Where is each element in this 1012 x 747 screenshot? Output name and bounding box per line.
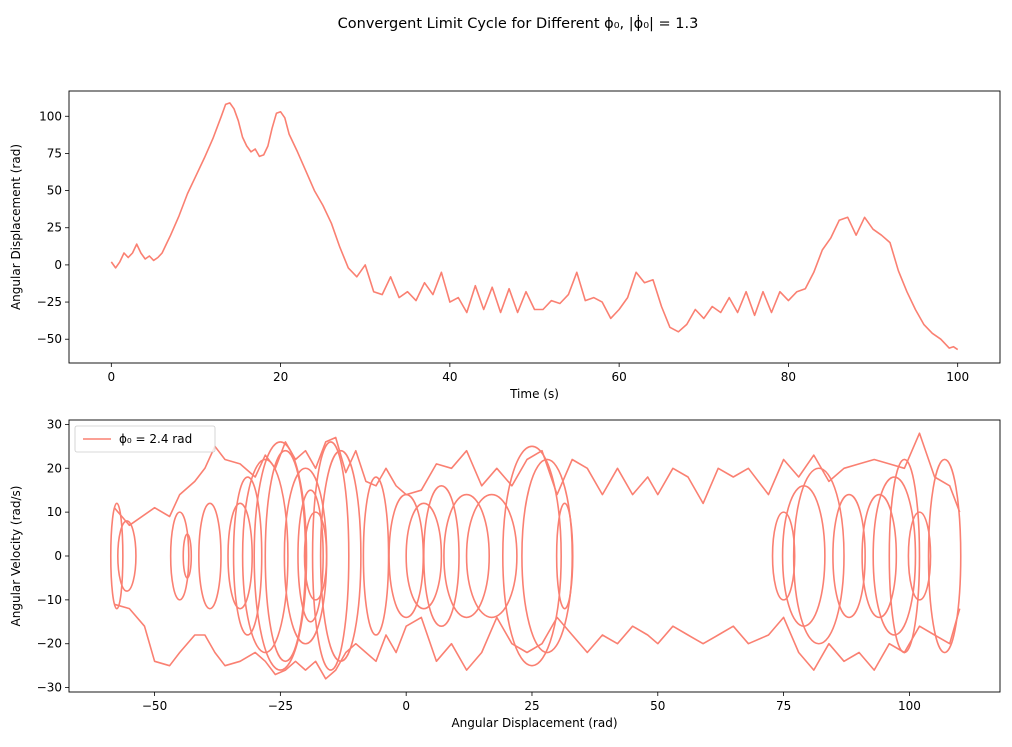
time-series-y-ticks: −50 −25 0 25 50 75 100 xyxy=(37,109,69,346)
x-tick-label: 80 xyxy=(781,370,796,384)
phase-portrait-y-label: Angular Velocity (rad/s) xyxy=(9,486,23,627)
y-tick-label: 0 xyxy=(54,258,62,272)
phase-lower-envelope-line xyxy=(114,603,961,680)
limit-cycle-loop xyxy=(521,458,574,654)
limit-cycle-loop xyxy=(443,493,491,619)
limit-cycle-loop xyxy=(182,533,193,579)
time-series-x-label: Time (s) xyxy=(509,387,559,401)
limit-cycle-loop xyxy=(792,467,845,645)
time-series-plot-area xyxy=(110,102,959,351)
y-tick-label: 75 xyxy=(47,146,62,160)
limit-cycle-loop xyxy=(198,502,222,610)
limit-cycle-loop xyxy=(297,489,324,623)
limit-cycle-loop xyxy=(405,502,443,610)
limit-cycle-loop xyxy=(253,441,308,671)
y-tick-label: 0 xyxy=(54,549,62,563)
limit-cycle-loop xyxy=(501,445,562,667)
y-tick-label: −25 xyxy=(37,295,62,309)
x-tick-label: 50 xyxy=(650,699,665,713)
y-tick-label: −50 xyxy=(37,332,62,346)
figure-suptitle: Convergent Limit Cycle for Different ϕ₀,… xyxy=(338,14,699,32)
limit-cycle-loop xyxy=(362,476,390,636)
x-tick-label: 100 xyxy=(898,699,921,713)
limit-cycle-loop xyxy=(781,485,826,627)
x-tick-label: 60 xyxy=(611,370,626,384)
time-series-y-label: Angular Displacement (rad) xyxy=(9,144,23,310)
y-tick-label: 50 xyxy=(47,184,62,198)
x-tick-label: 25 xyxy=(524,699,539,713)
x-tick-label: 20 xyxy=(273,370,288,384)
limit-cycle-loop xyxy=(465,493,518,619)
y-tick-label: 25 xyxy=(47,221,62,235)
y-tick-label: −30 xyxy=(37,681,62,695)
limit-cycle-loop xyxy=(303,511,328,601)
x-tick-label: −25 xyxy=(268,699,293,713)
y-tick-label: −20 xyxy=(37,637,62,651)
limit-cycle-loop xyxy=(169,511,190,601)
y-tick-label: −10 xyxy=(37,593,62,607)
y-tick-label: 100 xyxy=(39,109,62,123)
limit-cycle-loop xyxy=(109,502,124,610)
x-tick-label: 40 xyxy=(442,370,457,384)
limit-cycle-loop xyxy=(241,458,289,654)
x-tick-label: 0 xyxy=(402,699,410,713)
limit-cycle-loop xyxy=(422,485,460,627)
limit-cycle-loop xyxy=(232,476,263,636)
x-tick-label: −50 xyxy=(142,699,167,713)
y-tick-label: 20 xyxy=(47,461,62,475)
displacement-series-line xyxy=(110,102,959,351)
limit-cycle-loop xyxy=(264,449,307,663)
phase-portrait-legend: ϕ₀ = 2.4 rad xyxy=(74,425,216,453)
x-tick-label: 100 xyxy=(946,370,969,384)
limit-cycle-loop xyxy=(832,493,866,619)
limit-cycle-loop xyxy=(771,511,796,601)
limit-cycle-loop xyxy=(555,502,574,610)
y-tick-label: 10 xyxy=(47,505,62,519)
phase-upper-envelope-line xyxy=(113,432,961,527)
limit-cycle-loop xyxy=(907,511,932,601)
phase-portrait-plot-area xyxy=(109,432,962,680)
limit-cycle-loop xyxy=(311,441,350,671)
phase-portrait-panel: −50 −25 0 25 50 75 100 −30 −20 −10 0 10 20 30 Angula… xyxy=(9,417,1001,730)
y-tick-label: 30 xyxy=(47,417,62,431)
limit-cycle-loop xyxy=(927,458,962,654)
limit-cycle-loop xyxy=(227,502,253,610)
x-tick-label: 75 xyxy=(776,699,791,713)
limit-cycle-loop xyxy=(117,520,137,592)
phase-portrait-x-ticks: −50 −25 0 25 50 75 100 xyxy=(142,692,921,713)
phase-portrait-x-label: Angular Displacement (rad) xyxy=(451,716,617,730)
legend-box xyxy=(74,425,216,453)
phase-portrait-y-ticks: −30 −20 −10 0 10 20 30 xyxy=(37,417,69,695)
limit-cycle-loop xyxy=(861,493,898,619)
x-tick-label: 0 xyxy=(107,370,115,384)
time-series-x-ticks: 0 20 40 60 80 100 xyxy=(107,363,969,384)
time-series-axes-frame xyxy=(68,90,1001,364)
limit-cycle-loop xyxy=(872,476,917,636)
time-series-panel: 0 20 40 60 80 100 −50 −25 0 25 50 75 100 Time (s) A… xyxy=(9,90,1001,401)
legend-entry-label: ϕ₀ = 2.4 rad xyxy=(119,432,192,446)
